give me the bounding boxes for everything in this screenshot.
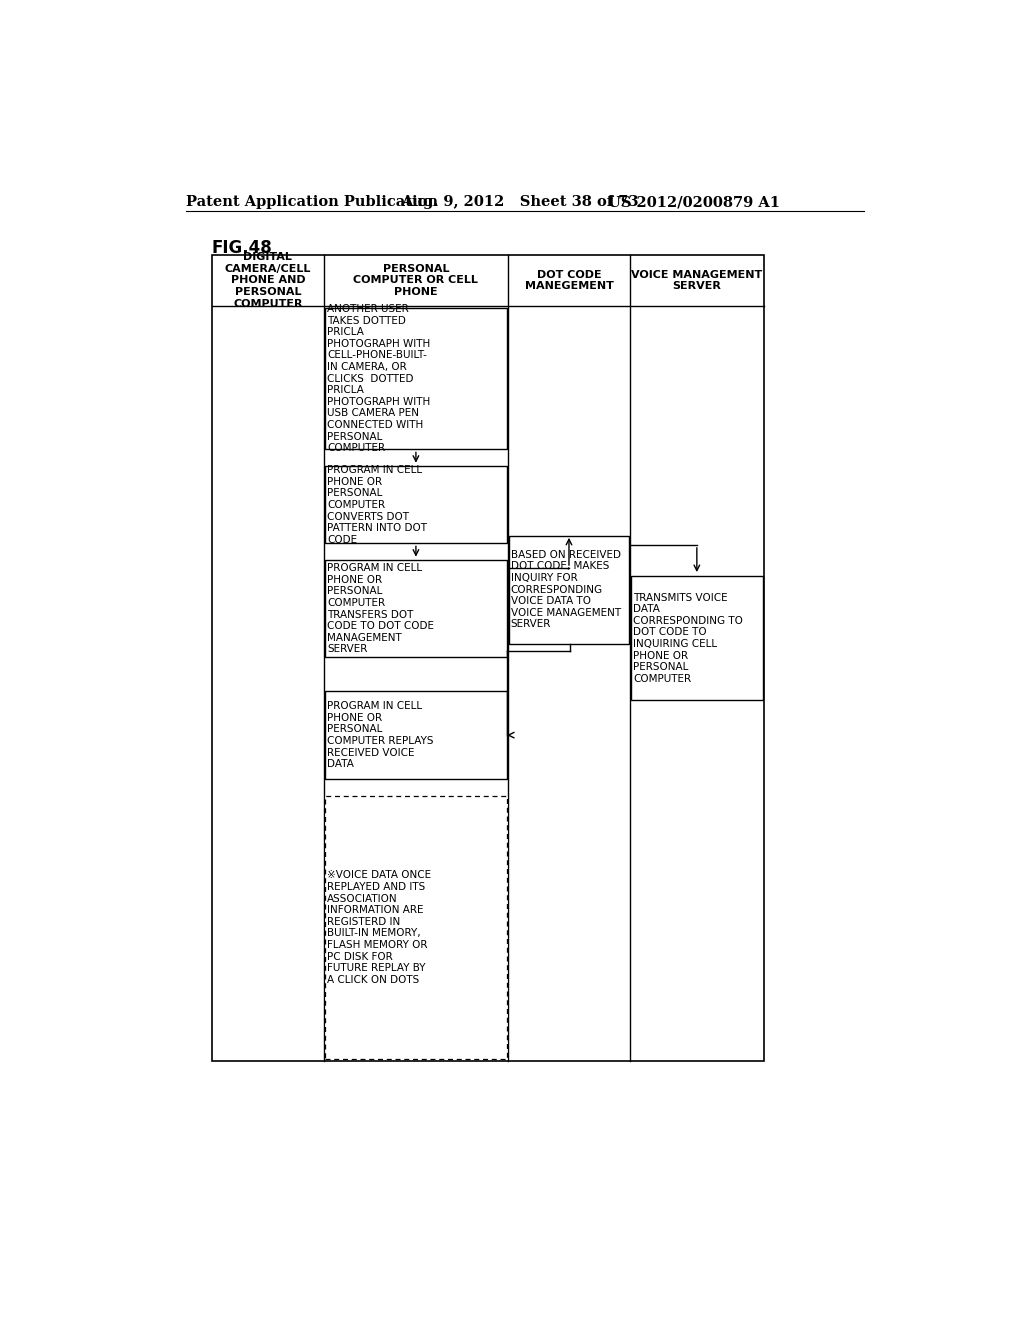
Text: DOT CODE
MANEGEMENT: DOT CODE MANEGEMENT [524, 269, 613, 292]
Bar [325, 308, 507, 449]
Text: TRANSMITS VOICE
DATA
CORRESPONDING TO
DOT CODE TO
INQUIRING CELL
PHONE OR
PERSON: TRANSMITS VOICE DATA CORRESPONDING TO DO… [633, 593, 743, 684]
Text: Aug. 9, 2012   Sheet 38 of 73: Aug. 9, 2012 Sheet 38 of 73 [400, 195, 638, 210]
Bar [631, 576, 763, 701]
Bar [325, 561, 507, 657]
Text: FIG.48: FIG.48 [212, 239, 272, 257]
Text: VOICE MANAGEMENT
SERVER: VOICE MANAGEMENT SERVER [631, 269, 763, 292]
Bar [325, 796, 507, 1059]
Text: PERSONAL
COMPUTER OR CELL
PHONE: PERSONAL COMPUTER OR CELL PHONE [353, 264, 478, 297]
Text: BASED ON RECEIVED
DOT CODE, MAKES
INQUIRY FOR
CORRESPONDING
VOICE DATA TO
VOICE : BASED ON RECEIVED DOT CODE, MAKES INQUIR… [511, 550, 621, 630]
Text: PROGRAM IN CELL
PHONE OR
PERSONAL
COMPUTER REPLAYS
RECEIVED VOICE
DATA: PROGRAM IN CELL PHONE OR PERSONAL COMPUT… [328, 701, 434, 770]
Text: DIGITAL
CAMERA/CELL
PHONE AND
PERSONAL
COMPUTER: DIGITAL CAMERA/CELL PHONE AND PERSONAL C… [224, 252, 311, 309]
Bar [212, 255, 764, 1061]
Text: Patent Application Publication: Patent Application Publication [186, 195, 438, 210]
Text: ANOTHER USER
TAKES DOTTED
PRICLA
PHOTOGRAPH WITH
CELL-PHONE-BUILT-
IN CAMERA, OR: ANOTHER USER TAKES DOTTED PRICLA PHOTOGR… [328, 304, 430, 453]
Bar [325, 466, 507, 544]
Text: PROGRAM IN CELL
PHONE OR
PERSONAL
COMPUTER
CONVERTS DOT
PATTERN INTO DOT
CODE: PROGRAM IN CELL PHONE OR PERSONAL COMPUT… [328, 465, 427, 545]
Bar [509, 536, 630, 644]
Text: PROGRAM IN CELL
PHONE OR
PERSONAL
COMPUTER
TRANSFERS DOT
CODE TO DOT CODE
MANAGE: PROGRAM IN CELL PHONE OR PERSONAL COMPUT… [328, 564, 434, 655]
Text: ※VOICE DATA ONCE
REPLAYED AND ITS
ASSOCIATION
INFORMATION ARE
REGISTERD IN
BUILT: ※VOICE DATA ONCE REPLAYED AND ITS ASSOCI… [328, 870, 431, 985]
Text: US 2012/0200879 A1: US 2012/0200879 A1 [608, 195, 780, 210]
Bar [325, 692, 507, 779]
